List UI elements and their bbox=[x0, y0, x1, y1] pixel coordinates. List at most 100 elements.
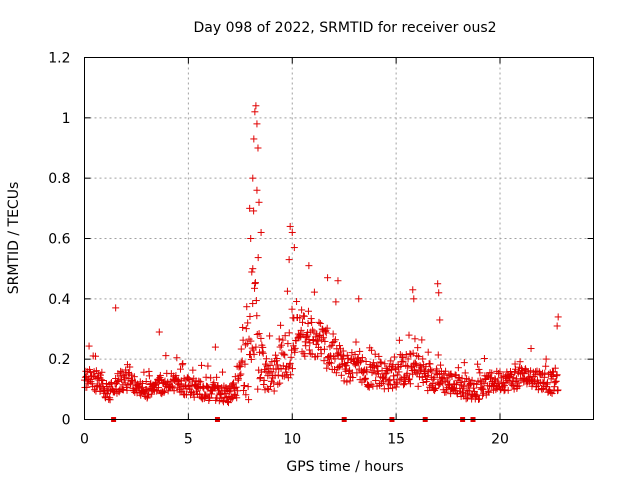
data-point bbox=[233, 394, 241, 402]
data-point bbox=[302, 342, 310, 350]
data-point bbox=[413, 352, 421, 360]
data-point bbox=[308, 318, 316, 326]
data-point bbox=[516, 358, 524, 366]
data-point bbox=[251, 108, 259, 116]
data-point bbox=[432, 385, 440, 393]
data-point bbox=[274, 380, 282, 388]
data-point bbox=[305, 346, 313, 354]
data-point bbox=[244, 383, 252, 391]
y-tick-label: 0.2 bbox=[48, 352, 70, 368]
data-point bbox=[227, 386, 235, 394]
data-point bbox=[203, 383, 211, 391]
data-point bbox=[377, 359, 385, 367]
data-point bbox=[512, 375, 520, 383]
data-point bbox=[343, 351, 351, 359]
data-point bbox=[405, 375, 413, 383]
data-point bbox=[98, 368, 106, 376]
data-point bbox=[176, 365, 184, 373]
data-point bbox=[257, 228, 265, 236]
data-point bbox=[488, 369, 496, 377]
data-point bbox=[254, 254, 262, 262]
data-point bbox=[206, 394, 214, 402]
data-point bbox=[97, 376, 105, 384]
data-point bbox=[287, 353, 295, 361]
data-point bbox=[495, 369, 503, 377]
data-point bbox=[395, 336, 403, 344]
data-point bbox=[96, 387, 104, 395]
data-point bbox=[93, 374, 101, 382]
data-point bbox=[179, 360, 187, 368]
data-point bbox=[234, 387, 242, 395]
data-point bbox=[291, 344, 299, 352]
data-point bbox=[334, 277, 342, 285]
x-tick-label: 20 bbox=[491, 432, 509, 448]
data-point bbox=[266, 361, 274, 369]
data-point bbox=[487, 374, 495, 382]
data-point bbox=[239, 323, 247, 331]
data-point bbox=[222, 384, 230, 392]
data-point bbox=[281, 351, 289, 359]
data-point bbox=[211, 343, 219, 351]
data-point bbox=[527, 345, 535, 353]
data-point bbox=[242, 391, 250, 399]
data-point bbox=[202, 373, 210, 381]
data-point bbox=[419, 355, 427, 363]
data-point bbox=[259, 343, 267, 351]
data-point bbox=[406, 380, 414, 388]
data-point bbox=[148, 390, 156, 398]
data-point bbox=[273, 361, 281, 369]
data-point bbox=[331, 355, 339, 363]
data-point bbox=[248, 344, 256, 352]
data-point bbox=[454, 364, 462, 372]
data-point bbox=[435, 381, 443, 389]
data-point bbox=[241, 341, 249, 349]
data-point bbox=[250, 350, 258, 358]
data-point bbox=[253, 120, 261, 128]
plot-frame bbox=[84, 57, 594, 420]
data-point bbox=[113, 378, 121, 386]
data-point bbox=[376, 358, 384, 366]
data-point bbox=[246, 312, 254, 320]
data-points bbox=[81, 102, 562, 422]
data-point bbox=[156, 371, 164, 379]
data-point bbox=[484, 387, 492, 395]
data-point bbox=[553, 371, 561, 379]
data-point bbox=[254, 144, 262, 152]
data-point bbox=[262, 355, 270, 363]
data-point bbox=[476, 369, 484, 377]
data-point bbox=[435, 289, 443, 297]
data-point bbox=[266, 332, 274, 340]
data-point bbox=[448, 373, 456, 381]
data-point bbox=[140, 368, 148, 376]
data-point bbox=[323, 324, 331, 332]
data-point bbox=[196, 390, 204, 398]
data-point bbox=[468, 376, 476, 384]
data-point bbox=[538, 386, 546, 394]
data-point bbox=[324, 274, 332, 282]
data-point bbox=[185, 376, 193, 384]
data-point bbox=[270, 387, 278, 395]
data-point bbox=[384, 385, 392, 393]
data-point bbox=[246, 204, 254, 212]
data-point bbox=[415, 353, 423, 361]
data-point bbox=[184, 374, 192, 382]
data-point bbox=[351, 350, 359, 358]
data-point bbox=[112, 304, 120, 312]
data-point bbox=[404, 355, 412, 363]
data-point bbox=[411, 335, 419, 343]
data-point bbox=[475, 365, 483, 373]
data-point bbox=[277, 321, 285, 329]
data-point bbox=[203, 382, 211, 390]
data-point bbox=[396, 376, 404, 384]
data-point bbox=[107, 379, 115, 387]
data-point bbox=[357, 357, 365, 365]
data-point bbox=[321, 337, 329, 345]
data-point bbox=[85, 342, 93, 350]
data-point bbox=[91, 352, 99, 360]
data-point bbox=[553, 322, 561, 330]
data-point bbox=[207, 374, 215, 382]
data-point bbox=[424, 387, 432, 395]
data-point bbox=[249, 300, 257, 308]
data-point bbox=[380, 373, 388, 381]
data-point bbox=[374, 363, 382, 371]
